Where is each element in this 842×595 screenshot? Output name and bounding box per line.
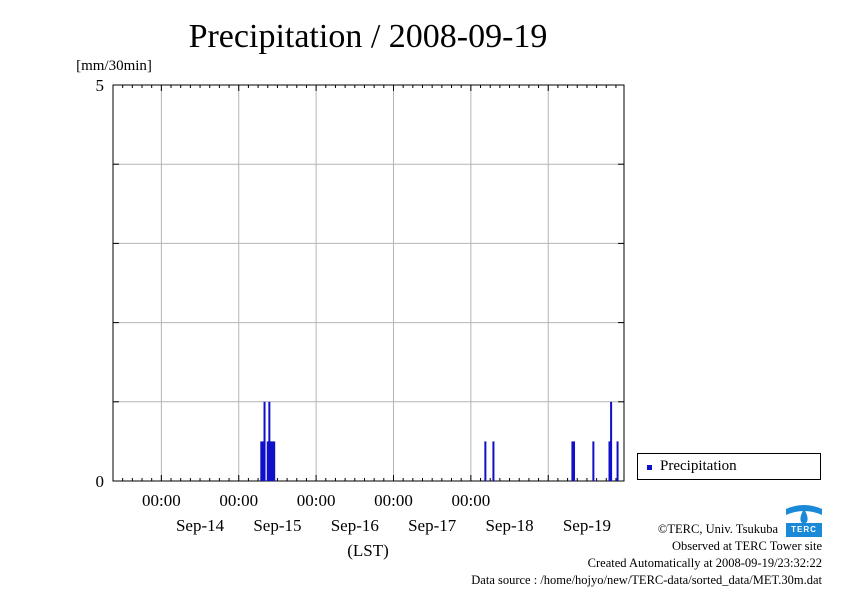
precipitation-bar	[266, 441, 269, 481]
copyright-text: ©TERC, Univ. Tsukuba	[658, 522, 779, 536]
y-axis-unit-label: [mm/30min]	[76, 58, 152, 74]
footer-credits: ©TERC, Univ. Tsukuba Observed at TERC To…	[471, 522, 822, 587]
data-source-text: Data source : /home/hojyo/new/TERC-data/…	[471, 573, 822, 587]
x-time-label: 00:00	[374, 491, 413, 510]
legend-swatch	[647, 465, 652, 470]
y-tick-label: 5	[96, 76, 105, 95]
precipitation-bars	[260, 401, 619, 481]
precipitation-bar	[269, 441, 272, 481]
y-tick-label: 0	[96, 472, 105, 491]
precipitation-bar	[573, 441, 576, 481]
legend-label: Precipitation	[660, 458, 737, 474]
precipitation-bar	[492, 441, 495, 481]
grid-lines	[113, 85, 624, 481]
chart-title: Precipitation / 2008-09-19	[189, 18, 548, 55]
precipitation-bar	[616, 441, 619, 481]
x-date-label: Sep-19	[563, 516, 611, 535]
precipitation-bar	[484, 441, 487, 481]
x-time-label: 00:00	[451, 491, 490, 510]
precipitation-bar	[610, 401, 613, 481]
logo-text: TERC	[791, 525, 817, 534]
x-axis-title: (LST)	[347, 541, 389, 560]
plot-frame	[112, 84, 625, 482]
terc-logo: TERC	[784, 503, 824, 538]
precipitation-bar	[271, 441, 274, 481]
x-time-label: 00:00	[142, 491, 181, 510]
precipitation-bar	[263, 401, 266, 481]
y-tick-labels: 05	[96, 76, 105, 491]
x-date-label: Sep-16	[331, 516, 379, 535]
precipitation-bar	[592, 441, 595, 481]
precipitation-bar	[268, 401, 271, 481]
precipitation-bar	[608, 441, 611, 481]
x-date-label: Sep-14	[176, 516, 225, 535]
x-tick-labels: 00:00 00:00 00:00 00:00 00:00 Sep-14 Sep-15 Sep…	[142, 491, 611, 535]
precipitation-bar	[260, 441, 263, 481]
x-time-label: 00:00	[297, 491, 336, 510]
observed-text: Observed at TERC Tower site	[672, 539, 822, 553]
x-time-label: 00:00	[219, 491, 258, 510]
precipitation-bar	[571, 441, 574, 481]
x-date-label: Sep-18	[485, 516, 533, 535]
x-date-label: Sep-17	[408, 516, 457, 535]
terc-logo-icon	[786, 505, 822, 537]
created-text: Created Automatically at 2008-09-19/23:3…	[588, 556, 822, 570]
x-date-label: Sep-15	[253, 516, 301, 535]
precipitation-bar	[273, 441, 276, 481]
precipitation-bar	[261, 441, 264, 481]
axis-ticks	[112, 84, 624, 482]
legend: Precipitation	[637, 453, 821, 480]
